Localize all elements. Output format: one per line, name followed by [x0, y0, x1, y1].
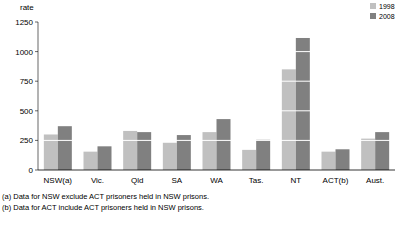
- bar: [336, 149, 350, 170]
- bar: [375, 132, 389, 170]
- x-tick-label: SA: [171, 176, 182, 185]
- x-tick-label: NSW(a): [44, 176, 73, 185]
- legend-label: 1998: [379, 3, 395, 10]
- y-tick-label: 1250: [15, 18, 33, 27]
- tick: [35, 140, 38, 141]
- x-axis: [38, 170, 395, 171]
- bar: [361, 139, 375, 170]
- bar: [296, 38, 310, 170]
- bar: [203, 132, 217, 170]
- tick: [35, 81, 38, 82]
- footnote: (a) Data for NSW exclude ACT prisoners h…: [2, 192, 209, 201]
- tick: [35, 22, 38, 23]
- y-tick-label: 500: [20, 107, 34, 116]
- y-label: rate: [20, 3, 34, 12]
- x-tick-label: Tas.: [249, 176, 264, 185]
- grid-line: [38, 110, 395, 111]
- y-tick-label: 1000: [15, 48, 33, 57]
- bar: [137, 132, 151, 170]
- legend-swatch: [370, 3, 376, 9]
- grid-line: [38, 22, 395, 23]
- grid-line: [38, 81, 395, 82]
- x-tick-label: Vic.: [91, 176, 104, 185]
- x-tick-label: WA: [210, 176, 223, 185]
- bar: [84, 152, 98, 170]
- bar: [123, 131, 137, 170]
- grid-line: [38, 51, 395, 52]
- x-tick-label: Aust.: [366, 176, 384, 185]
- tick: [35, 51, 38, 52]
- chart: rate NSW(a) Vic. Qld SA WA Tas. NT ACT(b) Aust. 0 2…: [0, 0, 397, 227]
- grid-line: [38, 140, 395, 141]
- bar: [98, 146, 112, 170]
- x-tick-label: ACT(b): [323, 176, 349, 185]
- y-tick-label: 0: [29, 166, 34, 175]
- y-tick-label: 250: [20, 136, 34, 145]
- legend-swatch: [370, 13, 376, 19]
- bar: [217, 119, 231, 170]
- y-axis: [38, 22, 39, 170]
- bar: [163, 143, 177, 170]
- x-tick-label: Qld: [131, 176, 143, 185]
- bar: [44, 134, 58, 170]
- tick: [35, 110, 38, 111]
- bar: [242, 150, 256, 170]
- footnote: (b) Data for ACT include ACT prisoners h…: [2, 203, 204, 212]
- bar: [282, 69, 296, 170]
- bar: [58, 126, 72, 170]
- bar: [256, 140, 270, 170]
- bar: [322, 152, 336, 170]
- bars: [44, 38, 389, 170]
- x-tick-label: NT: [290, 176, 301, 185]
- tick: [35, 170, 38, 171]
- legend-label: 2008: [379, 13, 395, 20]
- y-tick-label: 750: [20, 77, 34, 86]
